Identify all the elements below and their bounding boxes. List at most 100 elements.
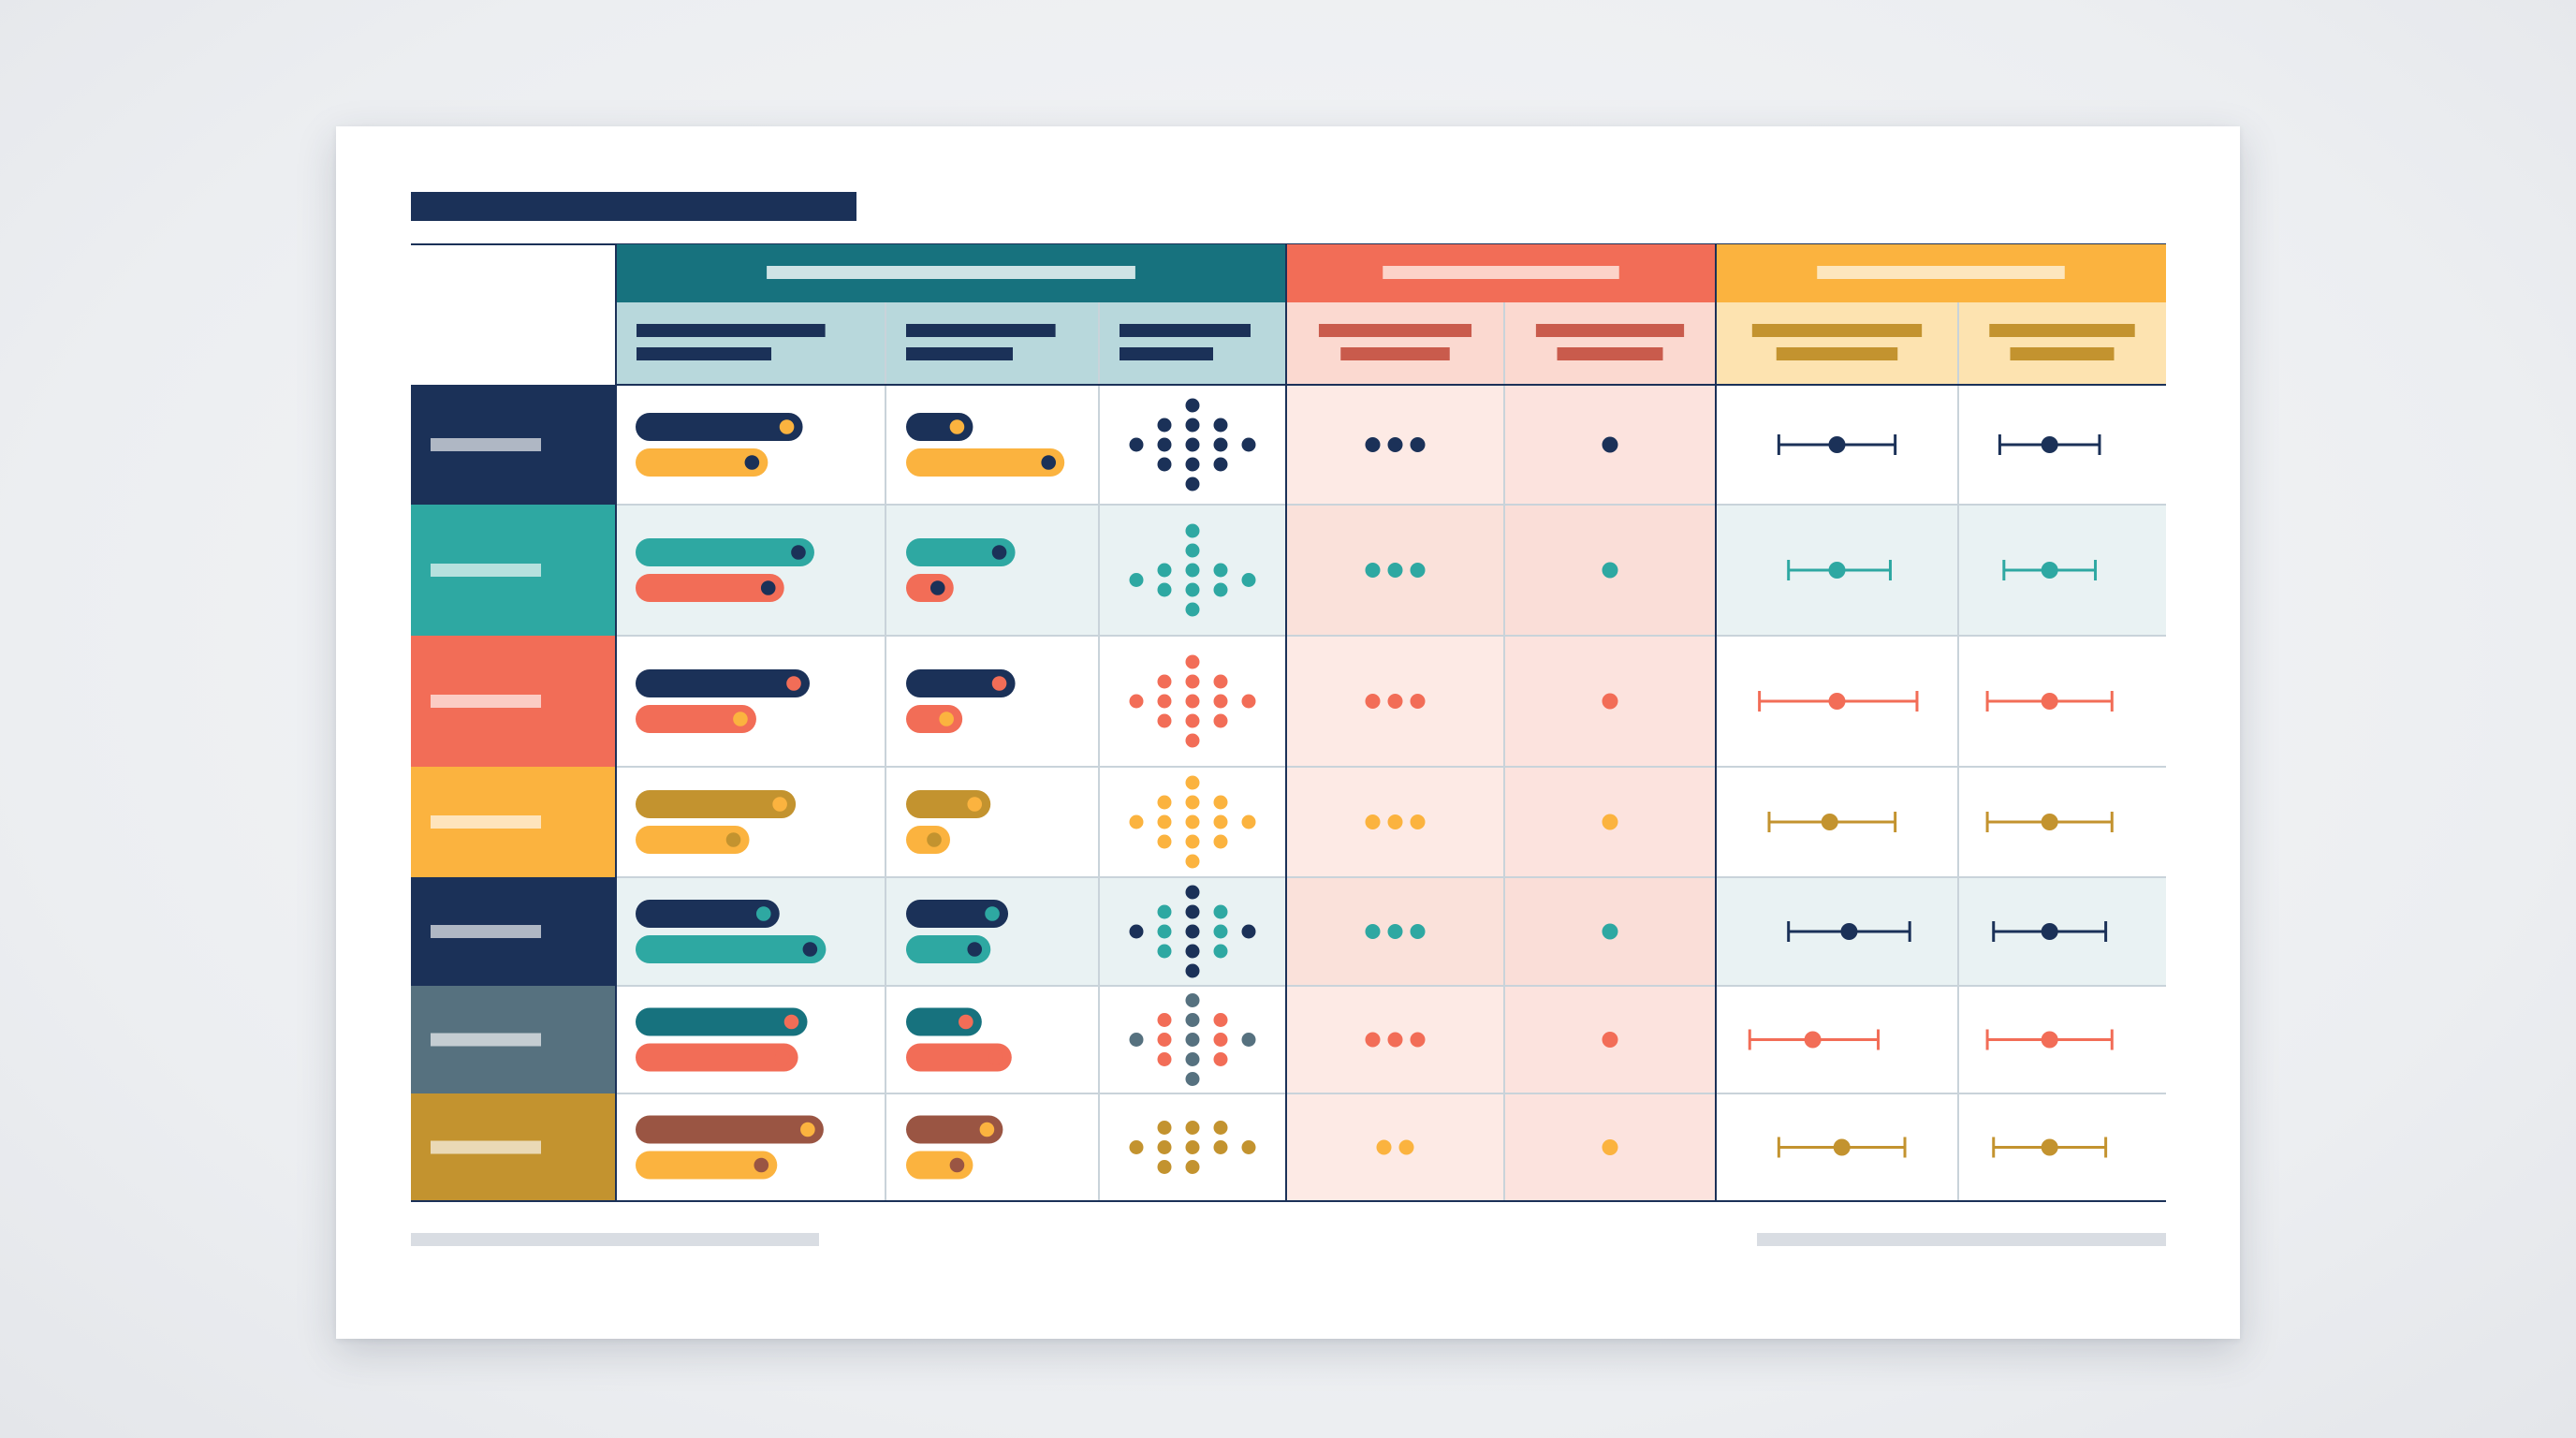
range-a <box>1777 434 1897 455</box>
cluster-dot <box>1185 674 1200 689</box>
row-tint <box>616 877 1286 986</box>
cluster-dot <box>1213 437 1228 452</box>
bar-top <box>906 669 1016 697</box>
cluster-dot <box>1213 457 1228 472</box>
bar-top-dot <box>985 906 1000 921</box>
cluster-dot <box>1185 1140 1200 1154</box>
bar-bottom-dot <box>1041 455 1056 470</box>
bar-top <box>636 900 780 928</box>
row-tint <box>1286 877 1716 986</box>
cluster-dot <box>1157 1013 1172 1027</box>
subheader-label <box>637 324 826 337</box>
table-row-4 <box>636 775 2114 869</box>
header-group-dots <box>1286 244 1716 385</box>
range-b <box>1998 434 2101 455</box>
cluster-dot <box>1157 437 1172 452</box>
cluster-dot <box>1241 814 1256 829</box>
range-point <box>1821 814 1838 830</box>
cluster-dot <box>1157 795 1172 810</box>
range-point <box>2041 436 2058 453</box>
cluster-dot <box>1241 573 1256 587</box>
single-dot <box>1602 814 1618 830</box>
cluster-dot <box>1241 924 1256 939</box>
dot-row <box>1365 563 1426 578</box>
table-card <box>336 126 2240 1339</box>
bar-pair-a <box>636 1115 824 1180</box>
dot <box>1387 437 1403 452</box>
subheader-label <box>1120 324 1251 337</box>
cluster-dot <box>1185 854 1200 869</box>
subheader-label <box>1340 347 1450 360</box>
bar-bottom <box>636 705 756 733</box>
range-b <box>1992 1137 2108 1158</box>
header-group-bars <box>616 244 1286 385</box>
bar-top <box>906 1007 982 1036</box>
dot <box>1376 1139 1392 1155</box>
cluster-dot <box>1129 924 1144 939</box>
bar-bottom-dot <box>927 832 942 847</box>
bar-top <box>906 790 991 818</box>
bar-top-dot <box>791 545 806 560</box>
row-label-6 <box>411 986 616 1093</box>
subheader-label <box>906 347 1013 360</box>
bar-pair-b <box>906 900 1009 963</box>
bar-bottom <box>636 1043 798 1072</box>
range-b <box>1985 1029 2114 1050</box>
bar-bottom <box>636 935 827 963</box>
row-label-text <box>431 564 541 577</box>
cluster-dot <box>1157 582 1172 597</box>
bar-bottom-dot <box>744 455 760 470</box>
cluster-dot <box>1185 993 1200 1007</box>
dot-cluster <box>1129 885 1256 978</box>
bar-bottom <box>906 448 1065 477</box>
bar-bottom-dot <box>967 942 983 957</box>
cluster-dot <box>1213 1121 1228 1135</box>
dot <box>1365 814 1381 829</box>
grid-lines <box>411 244 2166 1202</box>
cluster-dot <box>1157 944 1172 959</box>
dot <box>1387 563 1403 578</box>
cluster-dot <box>1241 1033 1256 1047</box>
dot-cluster <box>1129 1121 1256 1174</box>
dot-cluster <box>1129 993 1256 1086</box>
bar-pair-b <box>906 1115 1003 1180</box>
row-label-7 <box>411 1093 616 1201</box>
cluster-dot <box>1185 944 1200 959</box>
header-group-label <box>1817 266 2065 279</box>
cluster-dot <box>1157 674 1172 689</box>
cluster-dot <box>1157 1121 1172 1135</box>
cluster-dot <box>1185 834 1200 849</box>
cluster-dot <box>1157 1160 1172 1174</box>
cluster-dot <box>1241 437 1256 452</box>
bar-pair-b <box>906 669 1016 733</box>
row-tint <box>616 505 1286 636</box>
range-point <box>2041 1031 2058 1049</box>
cluster-dot <box>1185 795 1200 810</box>
dot <box>1410 1032 1426 1048</box>
cluster-dot <box>1129 573 1144 587</box>
subheader-label <box>1535 324 1685 337</box>
bar-top-dot <box>786 676 801 691</box>
range-point <box>2041 923 2058 940</box>
bar-top <box>636 413 803 441</box>
dot <box>1398 1139 1414 1155</box>
bar-top <box>906 1115 1003 1144</box>
dot <box>1365 924 1381 939</box>
subheader-label <box>1557 347 1663 360</box>
bar-pair-a <box>636 900 827 963</box>
range-a <box>1777 1137 1907 1158</box>
range-a <box>1767 812 1897 832</box>
bar-bottom-dot <box>774 1049 790 1065</box>
range-b <box>1985 812 2114 832</box>
cluster-dot <box>1157 834 1172 849</box>
cluster-dot <box>1213 924 1228 939</box>
range-point <box>1828 436 1846 453</box>
range-a <box>1787 921 1911 942</box>
cluster-dot <box>1213 795 1228 810</box>
dot <box>1387 924 1403 939</box>
cluster-dot <box>1157 904 1172 919</box>
dot <box>1365 1032 1381 1048</box>
range-point <box>1828 693 1846 710</box>
bar-pair-b <box>906 413 1065 477</box>
row-tint <box>1716 505 2166 636</box>
